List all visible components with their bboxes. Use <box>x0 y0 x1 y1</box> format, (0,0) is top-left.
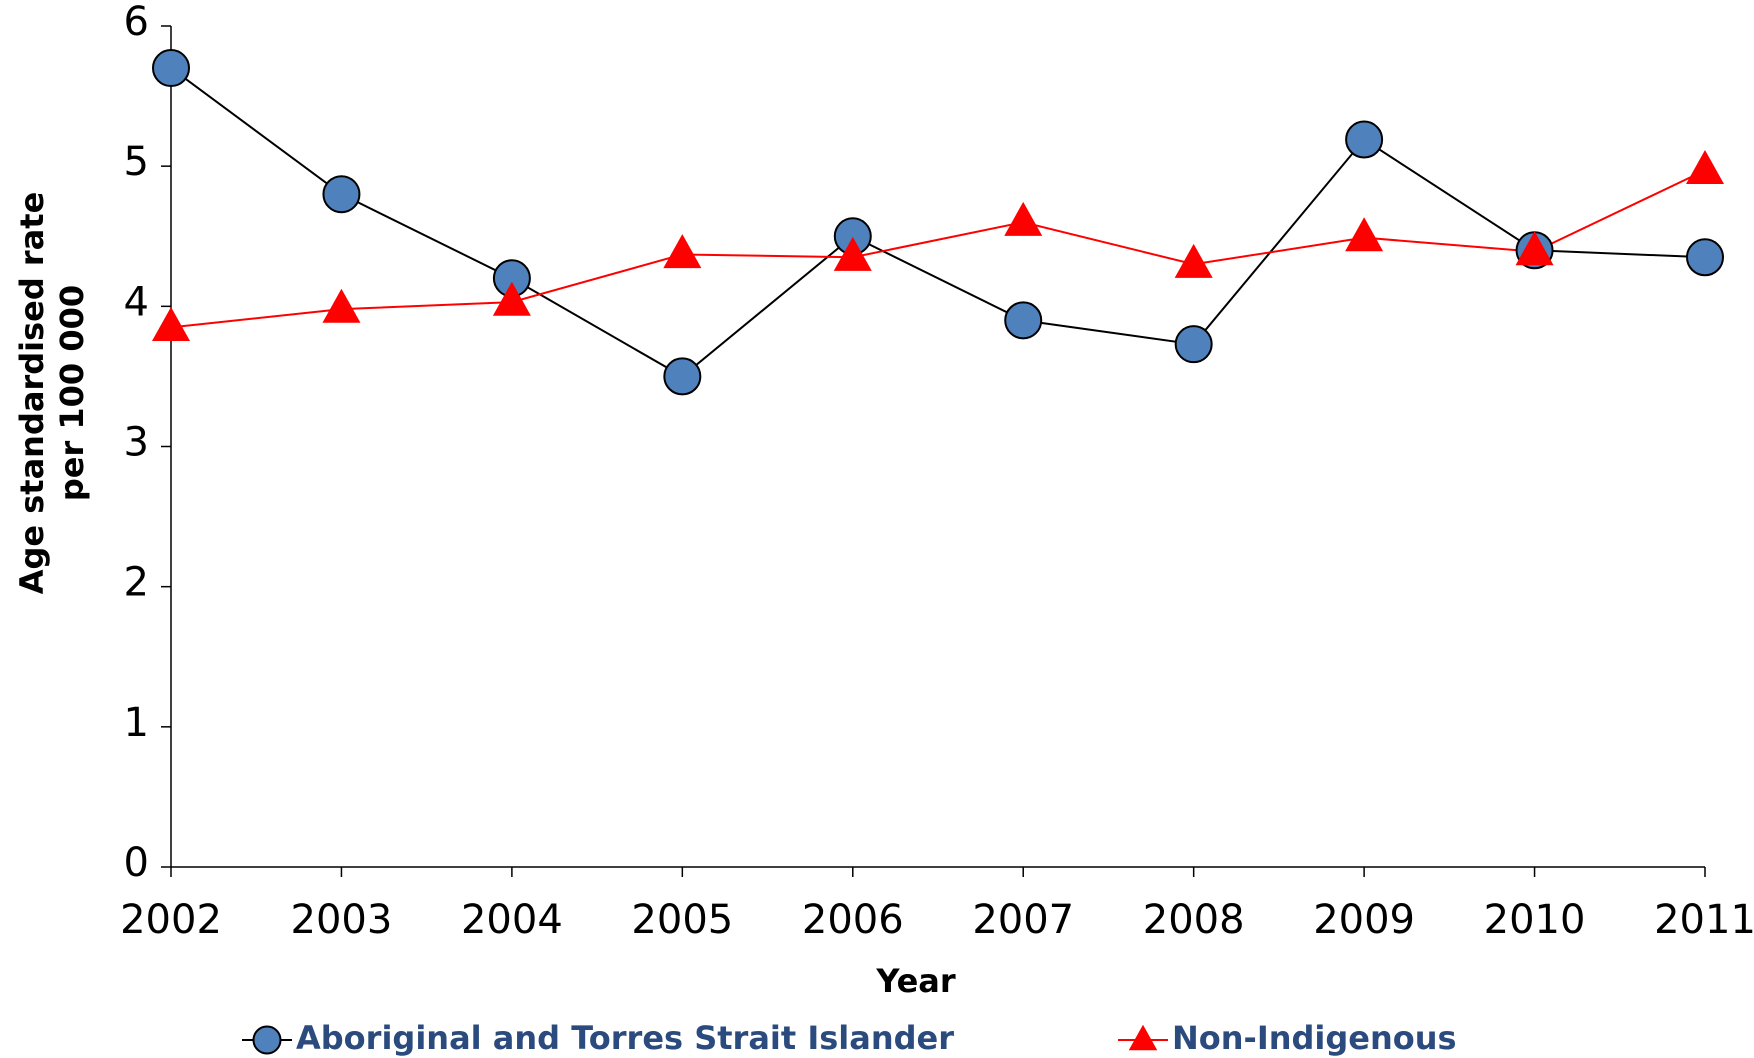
marker <box>663 234 702 269</box>
marker <box>1686 149 1724 184</box>
marker <box>1174 243 1213 278</box>
marker <box>322 288 361 323</box>
x-tick-label: 2003 <box>291 897 393 943</box>
x-tick-label: 2006 <box>802 897 904 943</box>
marker <box>252 1025 282 1055</box>
marker <box>663 357 702 396</box>
legend-label: Aboriginal and Torres Strait Islander <box>296 1019 954 1057</box>
y-tick-label: 2 <box>124 560 149 606</box>
y-tick-label: 3 <box>124 420 149 466</box>
y-tick-label: 5 <box>124 139 149 185</box>
marker <box>322 175 361 214</box>
x-tick-label: 2009 <box>1313 897 1415 943</box>
marker <box>1128 1024 1158 1051</box>
x-tick-label: 2002 <box>120 897 222 943</box>
y-tick-label: 4 <box>124 279 149 325</box>
marker <box>1345 217 1384 252</box>
y-axis-title-line: per 100 000 <box>53 285 91 501</box>
series-line <box>170 169 1706 329</box>
marker <box>1345 120 1384 159</box>
y-tick-label: 1 <box>124 700 149 746</box>
marker <box>152 49 190 88</box>
y-axis-title-line: Age standardised rate <box>13 192 51 595</box>
marker <box>492 281 531 316</box>
y-tick-label: 6 <box>124 0 149 45</box>
marker <box>1515 231 1554 266</box>
marker <box>152 306 190 341</box>
x-tick-label: 2004 <box>461 897 563 943</box>
x-tick-label: 2005 <box>631 897 733 943</box>
marker <box>1174 325 1213 364</box>
series-line <box>170 67 1706 378</box>
x-tick-label: 2007 <box>972 897 1074 943</box>
y-tick-label: 0 <box>124 840 149 886</box>
marker <box>833 236 872 271</box>
legend-label: Non-Indigenous <box>1172 1019 1457 1057</box>
x-tick-label: 2010 <box>1484 897 1586 943</box>
x-tick-label: 2011 <box>1654 897 1754 943</box>
y-axis-title: Age standardised rate per 100 000 <box>13 192 91 595</box>
marker <box>1004 201 1043 236</box>
marker <box>1004 301 1043 340</box>
marker <box>1686 238 1724 277</box>
x-axis-title: Year <box>875 962 956 1000</box>
x-tick-label: 2008 <box>1143 897 1245 943</box>
